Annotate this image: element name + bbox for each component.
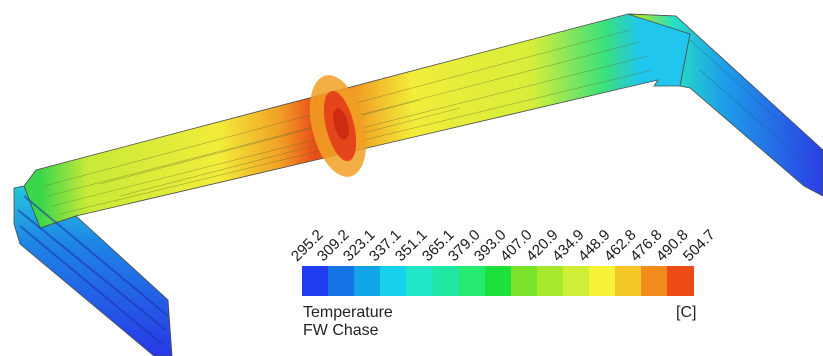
- left-leg-stripes: [17, 195, 169, 345]
- hot-spot-peak: [333, 108, 349, 140]
- right-leg-contours: [689, 39, 823, 179]
- chase-right-leg: [627, 13, 823, 197]
